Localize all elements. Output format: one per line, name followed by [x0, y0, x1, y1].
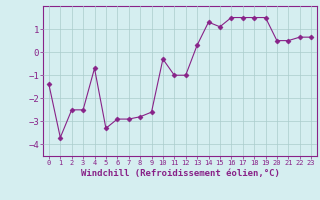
X-axis label: Windchill (Refroidissement éolien,°C): Windchill (Refroidissement éolien,°C) [81, 169, 279, 178]
